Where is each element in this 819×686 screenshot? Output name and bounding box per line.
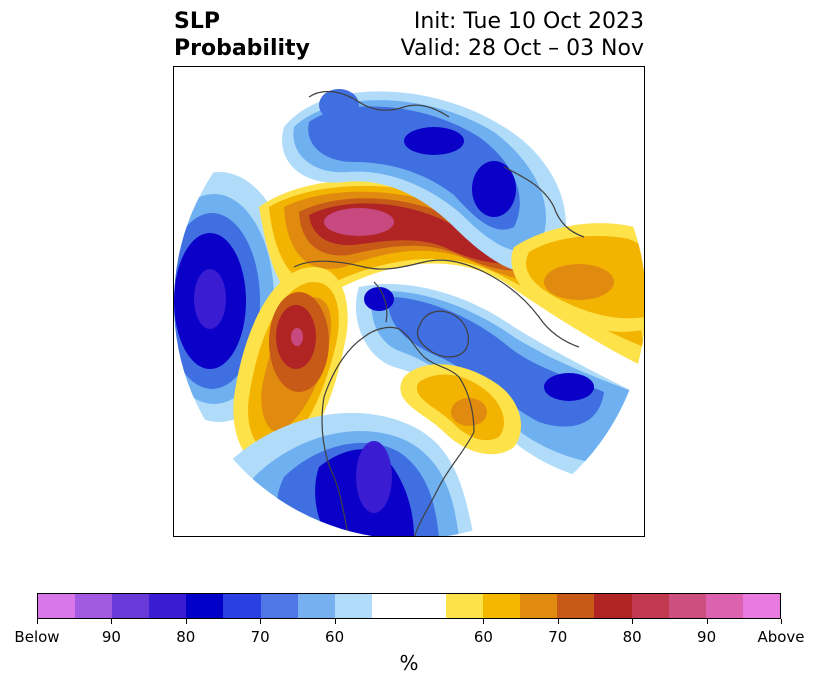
low-arctic-2 <box>308 106 520 230</box>
map-title: SLP Probability <box>174 8 310 62</box>
colorbar-cell <box>297 594 335 618</box>
map-canvas <box>174 89 644 536</box>
colorbar-cell <box>408 594 447 618</box>
high-siberia-core <box>324 208 394 236</box>
colorbar-cell <box>631 594 669 618</box>
colorbar-cell <box>186 594 224 618</box>
colorbar-cell <box>705 594 743 618</box>
colorbar-tick-mark <box>185 619 187 624</box>
colorbar-cell <box>742 594 780 618</box>
title-variable: SLP <box>174 9 220 34</box>
map-dates: Init: Tue 10 Oct 2023 Valid: 28 Oct – 03… <box>401 8 644 62</box>
colorbar-tick-mark <box>483 619 485 624</box>
colorbar-label: % <box>399 651 419 675</box>
colorbar-tick-mark <box>706 619 708 624</box>
colorbar-cell <box>38 594 76 618</box>
colorbar-cell <box>594 594 632 618</box>
colorbar-cell <box>334 594 372 618</box>
low-namerica-core <box>356 441 392 513</box>
colorbar-tick-label: 70 <box>250 628 270 646</box>
colorbar-tick-label: Below <box>14 628 60 646</box>
low-atlantic-3 <box>544 373 594 401</box>
low-pacific-core <box>194 269 226 329</box>
colorbar-tick-label: 90 <box>101 628 121 646</box>
colorbar <box>37 593 781 619</box>
high-europe-2 <box>544 264 614 300</box>
colorbar-cell <box>75 594 113 618</box>
colorbar-cell <box>260 594 298 618</box>
high-pacific-core <box>291 328 303 346</box>
colorbar-tick-mark <box>334 619 336 624</box>
high-atlantic-2 <box>451 398 487 426</box>
colorbar-tick-label: 80 <box>622 628 642 646</box>
colorbar-tick-mark <box>781 619 782 624</box>
colorbar-tick-mark <box>557 619 559 624</box>
low-arctic-5 <box>319 89 359 121</box>
colorbar-cell <box>112 594 150 618</box>
title-field: Probability <box>174 36 310 61</box>
colorbar-tick-label: 80 <box>176 628 196 646</box>
coastlines <box>293 90 585 536</box>
colorbar-tick-mark <box>632 619 634 624</box>
colorbar-cell <box>520 594 558 618</box>
colorbar-cell <box>483 594 521 618</box>
colorbar-cell <box>371 594 409 618</box>
low-atlantic-4 <box>364 287 394 311</box>
colorbar-tick-mark <box>37 619 38 624</box>
colorbar-tick-label: 70 <box>548 628 568 646</box>
probability-map <box>173 66 645 537</box>
colorbar-cell <box>223 594 261 618</box>
colorbar-tick-mark <box>111 619 113 624</box>
low-arctic-4 <box>472 161 516 217</box>
colorbar-cell <box>446 594 484 618</box>
valid-range: Valid: 28 Oct – 03 Nov <box>400 36 644 61</box>
colorbar-tick-mark <box>260 619 262 624</box>
init-date: Init: Tue 10 Oct 2023 <box>413 9 644 34</box>
probability-fields <box>174 89 644 536</box>
colorbar-tick-label: 60 <box>325 628 345 646</box>
colorbar-cell <box>668 594 706 618</box>
colorbar-cell <box>149 594 187 618</box>
colorbar-cell <box>557 594 595 618</box>
low-arctic-3 <box>404 127 464 155</box>
colorbar-tick-label: Above <box>757 628 805 646</box>
colorbar-tick-label: 90 <box>697 628 717 646</box>
colorbar-tick-label: 60 <box>473 628 493 646</box>
